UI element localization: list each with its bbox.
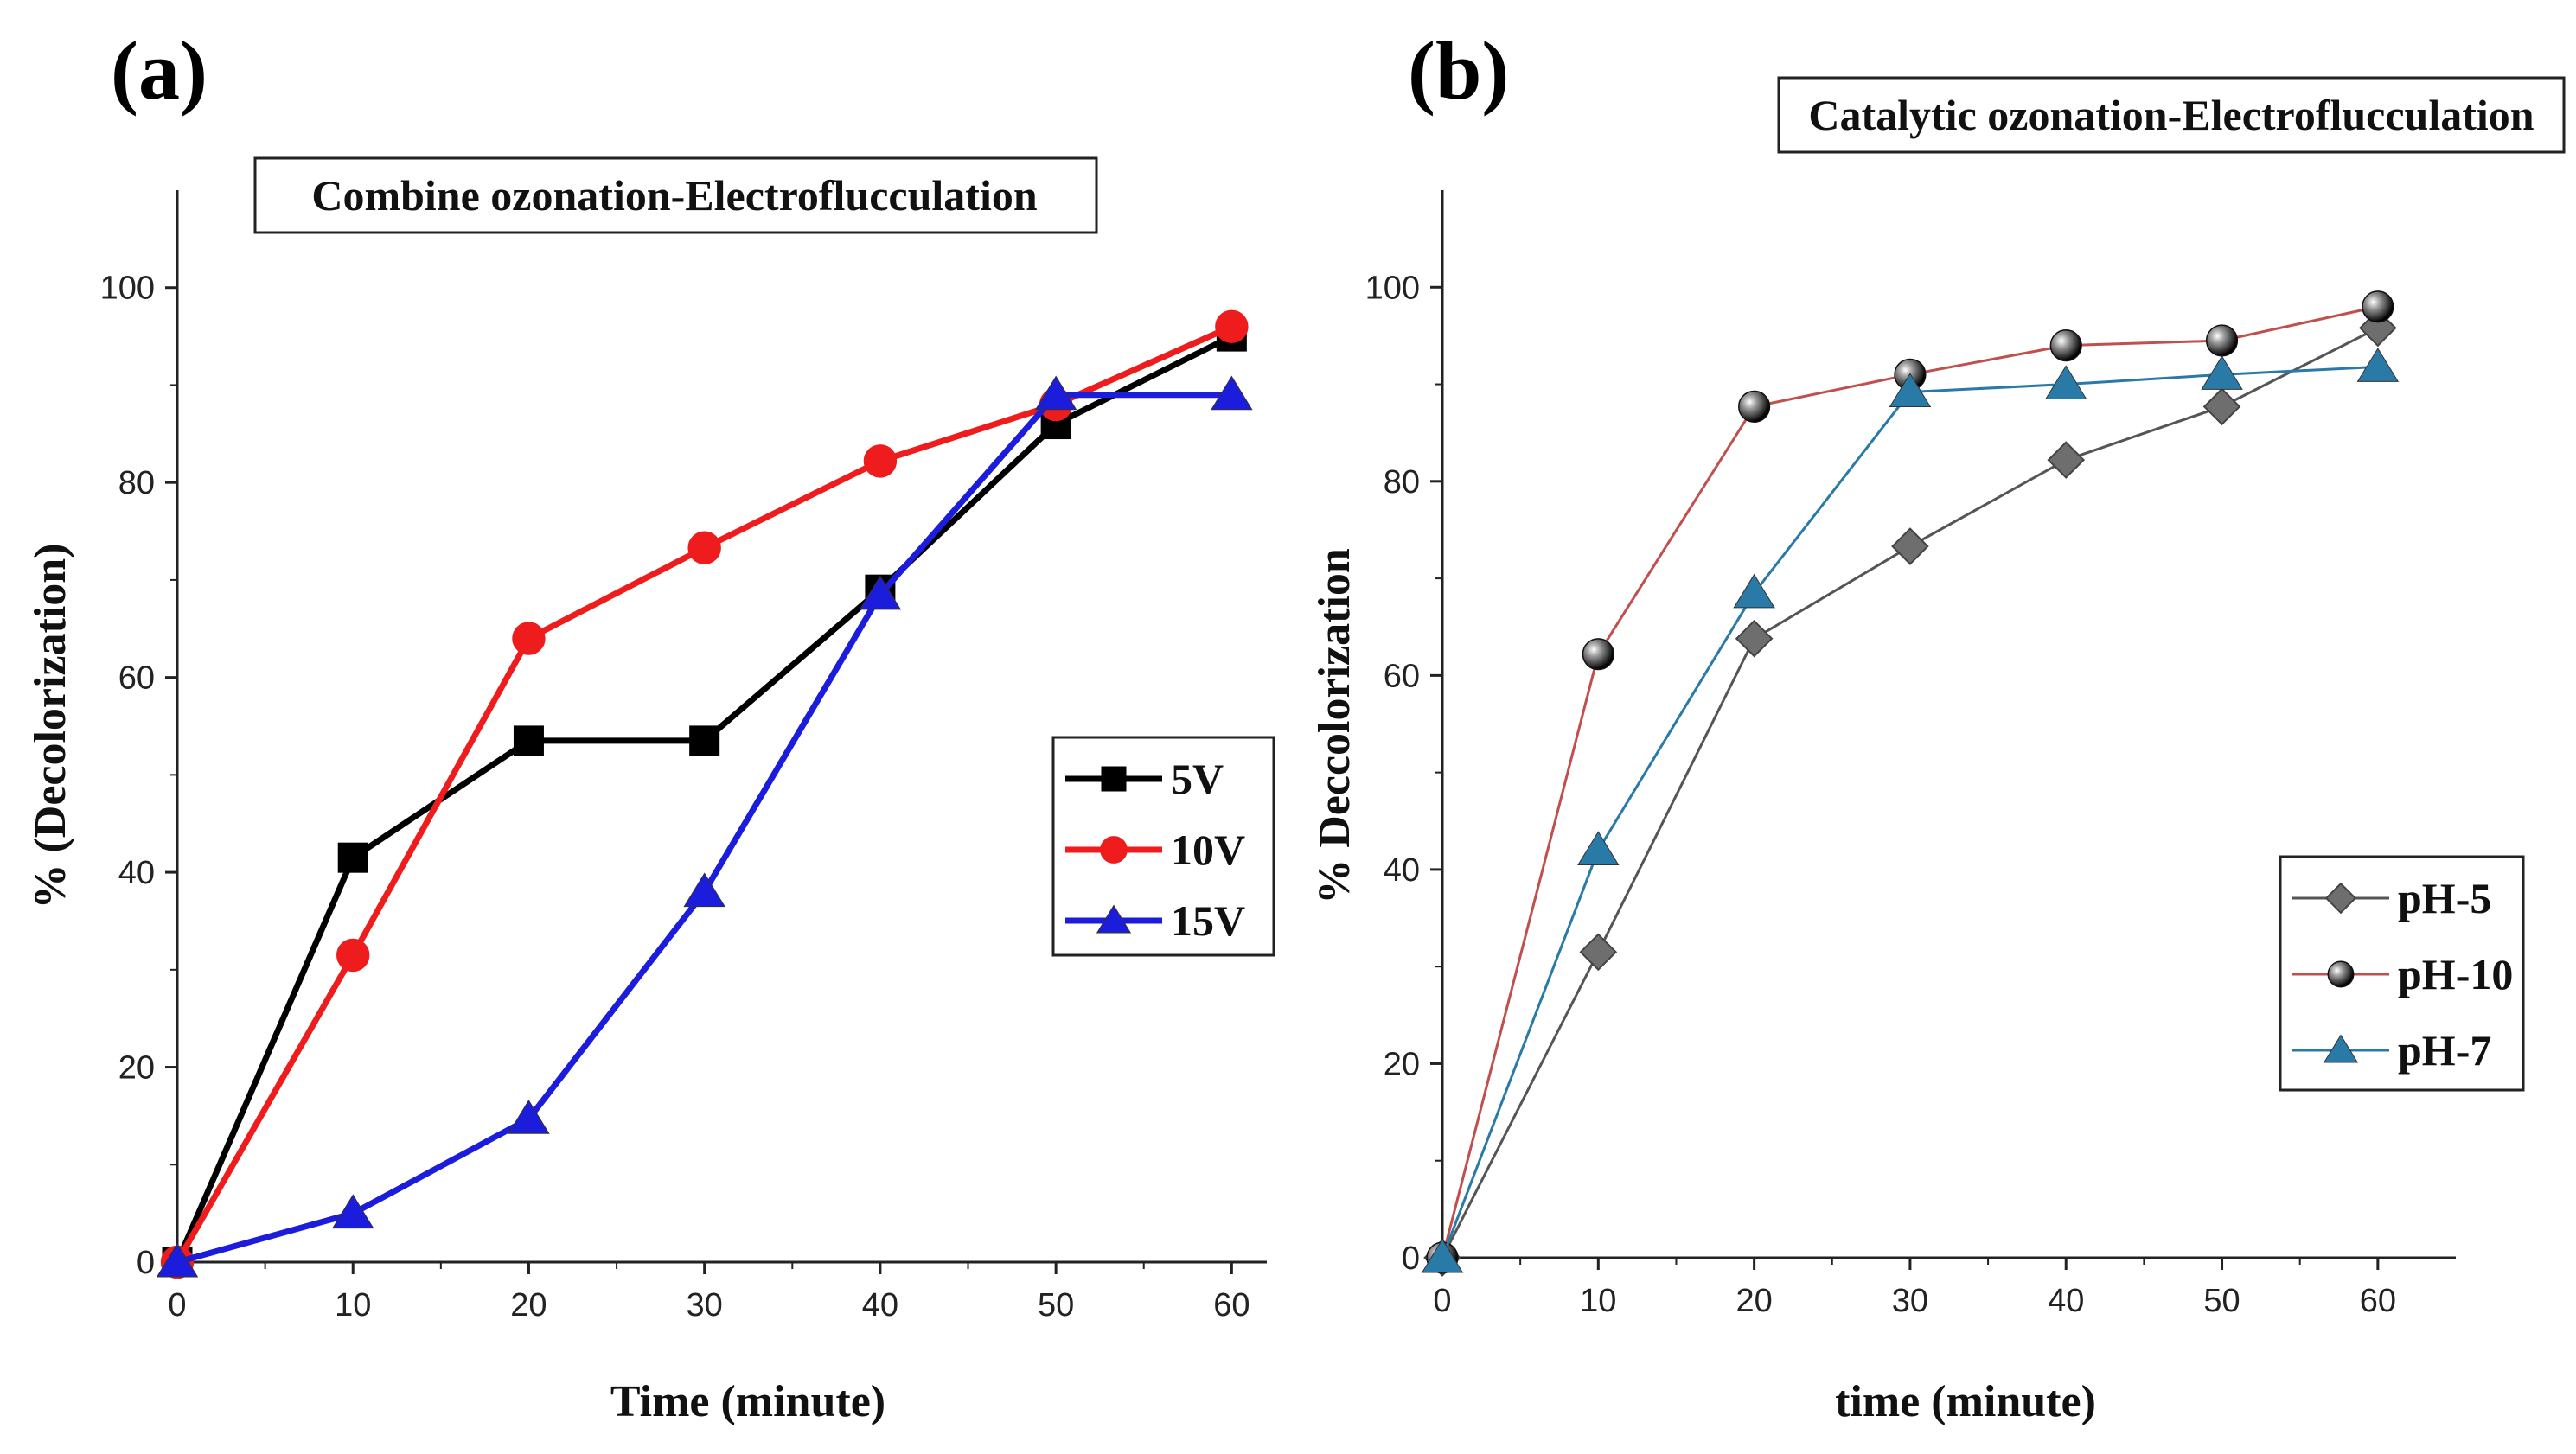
data-point-10v-10 [336, 938, 370, 973]
x-tick-label-b-40: 40 [2048, 1283, 2084, 1319]
chart-title-box-b [1777, 76, 2566, 154]
x-tick-label-b-60: 60 [2360, 1283, 2396, 1319]
x-tick-label-a-20: 20 [510, 1287, 547, 1323]
data-point-15v-40 [859, 575, 902, 610]
data-point-10v-60 [1215, 309, 1249, 344]
legend-label-10v: 10V [1171, 826, 1245, 874]
y-tick-label-b-20: 20 [1384, 1046, 1420, 1082]
data-point-15v-30 [683, 872, 725, 908]
chart-title-b: Catalytic ozonation-Electroflucculation [1808, 91, 2534, 139]
y-tick-label-b-0: 0 [1402, 1240, 1420, 1277]
legend-marker-5v [1101, 766, 1127, 792]
x-tick-label-b-30: 30 [1892, 1283, 1928, 1319]
data-point-5v-10 [337, 842, 368, 873]
y-tick-label-b-60: 60 [1384, 658, 1420, 694]
x-tick-label-b-20: 20 [1735, 1283, 1772, 1319]
y-axis-title-a: % (Decolorization) [26, 543, 75, 909]
y-tick-label-b-80: 80 [1384, 464, 1420, 501]
legend-label-ph-7: pH-7 [2398, 1026, 2491, 1075]
data-point-15v-10 [331, 1194, 374, 1229]
x-tick-label-b-50: 50 [2203, 1283, 2240, 1319]
data-point-15v-50 [1034, 375, 1077, 411]
data-point-ph-5-10 [1579, 933, 1618, 972]
data-point-ph-7-50 [2201, 355, 2243, 390]
data-point-ph-7-30 [1889, 373, 1932, 408]
chart-title-a: Combine ozonation-Electroflucculation [311, 171, 1037, 220]
data-point-ph-7-60 [2356, 348, 2400, 382]
legend-marker-ph-5 [2324, 882, 2357, 915]
series-line-ph-5 [1441, 327, 2379, 1259]
panel-b-label: (b) [1408, 24, 1510, 117]
y-tick-label-a-20: 20 [118, 1050, 155, 1087]
data-point-10v-30 [687, 531, 721, 564]
x-axis-title-b: time (minute) [1835, 1377, 2096, 1426]
legend-label-ph-5: pH-5 [2398, 874, 2491, 922]
x-tick-label-b-10: 10 [1580, 1283, 1616, 1319]
y-tick-label-a-0: 0 [137, 1245, 155, 1281]
y-tick-label-a-60: 60 [118, 660, 155, 697]
x-tick-label-a-10: 10 [335, 1287, 371, 1323]
legend-marker-ph-7 [2323, 1034, 2359, 1063]
data-point-10v-40 [863, 444, 898, 478]
data-point-ph-10-20 [1738, 390, 1771, 423]
data-point-15v-0 [156, 1242, 199, 1278]
y-tick-label-a-40: 40 [118, 855, 155, 891]
y-axis-title-b: % Deccolorization [1310, 548, 1359, 904]
legend-box-a [1051, 736, 1275, 957]
data-point-ph-10-10 [1582, 638, 1614, 671]
data-point-5v-20 [513, 725, 544, 756]
x-tick-label-b-0: 0 [1433, 1283, 1451, 1319]
data-point-ph-10-60 [2362, 290, 2394, 323]
data-point-ph-5-20 [1735, 619, 1774, 658]
data-point-ph-10-40 [2049, 329, 2082, 362]
x-tick-label-a-0: 0 [168, 1287, 186, 1323]
legend-label-15v: 15V [1171, 896, 1245, 945]
x-axis-title-a: Time (minute) [610, 1377, 885, 1426]
chart-b: 0 10 20 30 40 50 60 0 20 40 60 80 100 Catalytic ozona… [1310, 76, 2566, 1426]
data-point-15v-20 [508, 1100, 550, 1134]
y-tick-label-a-80: 80 [118, 465, 155, 501]
x-tick-label-a-40: 40 [862, 1287, 898, 1323]
chart-title-box-a [253, 156, 1098, 234]
legend-marker-15v [1096, 904, 1132, 934]
data-point-ph-5-40 [2047, 441, 2086, 479]
chart-a: 0 10 20 30 40 50 60 0 20 40 60 80 100 Combine ozonati… [26, 156, 1275, 1426]
legend-label-ph-10: pH-10 [2398, 950, 2513, 998]
data-point-ph-5-50 [2202, 387, 2241, 426]
data-point-5v-30 [689, 725, 720, 756]
data-point-15v-60 [1211, 375, 1253, 411]
x-tick-label-a-30: 30 [687, 1287, 723, 1323]
y-tick-label-a-100: 100 [100, 271, 155, 307]
x-tick-label-a-50: 50 [1038, 1287, 1074, 1323]
data-point-ph-7-40 [2044, 365, 2087, 400]
series-line-ph-10 [1441, 305, 2379, 1259]
panel-a-label: (a) [111, 24, 208, 117]
data-point-ph-7-20 [1733, 573, 1775, 609]
series-line-ph-7 [1441, 365, 2378, 1259]
legend-marker-ph-10 [2327, 960, 2355, 988]
data-point-ph-7-0 [1421, 1238, 1464, 1273]
legend-label-5v: 5V [1171, 755, 1224, 803]
data-point-10v-20 [512, 622, 546, 655]
y-tick-label-b-100: 100 [1365, 270, 1420, 306]
data-point-ph-5-30 [1891, 527, 1929, 565]
data-point-ph-7-10 [1577, 831, 1620, 865]
y-tick-label-b-40: 40 [1384, 852, 1420, 889]
data-point-ph-10-50 [2205, 324, 2239, 357]
x-tick-label-a-60: 60 [1213, 1287, 1250, 1323]
legend-marker-10v [1100, 836, 1128, 864]
